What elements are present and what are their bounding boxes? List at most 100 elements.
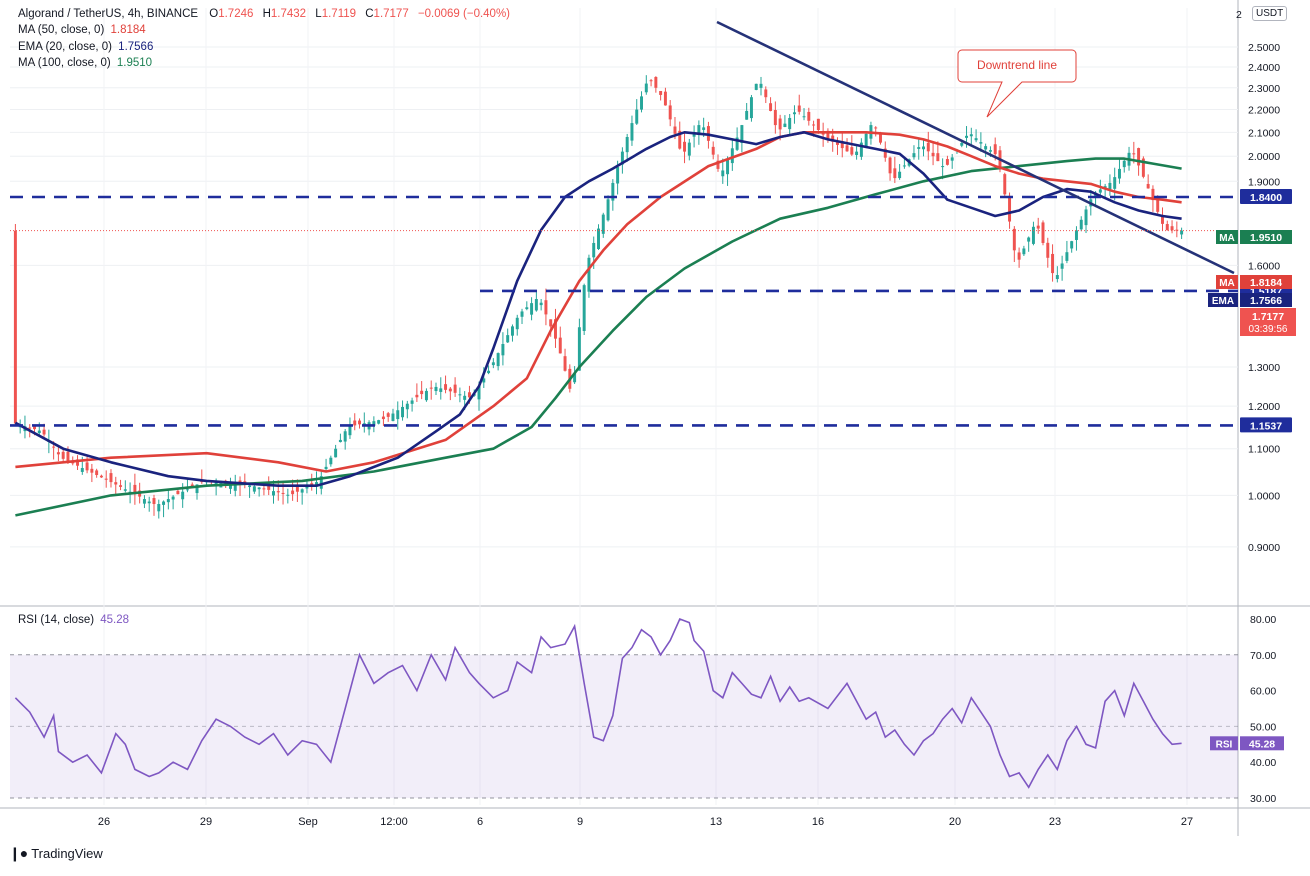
price-tick-label: 2.1000: [1248, 127, 1280, 139]
candle-body: [1022, 248, 1026, 255]
candle: [874, 126, 878, 137]
rsi-name-badge: [1210, 736, 1238, 751]
candle: [353, 413, 357, 431]
candle: [902, 158, 906, 169]
currency-badge[interactable]: USDT: [1252, 6, 1288, 21]
rsi-legend[interactable]: RSI (14, close) 45.28: [18, 614, 129, 626]
candle: [1022, 245, 1026, 257]
candle-body: [315, 482, 318, 486]
candle-body: [816, 118, 820, 130]
candle-body: [248, 485, 252, 488]
candle-body: [1065, 252, 1069, 261]
candle-body: [95, 470, 99, 476]
candle: [95, 468, 99, 478]
candle-body: [716, 160, 720, 169]
tradingview-branding[interactable]: ❙● TradingView: [9, 845, 103, 862]
candle-body: [162, 501, 166, 505]
time-tick-label: 16: [812, 816, 824, 828]
candle-body: [152, 498, 156, 505]
candle: [157, 499, 161, 519]
candle: [420, 381, 424, 400]
candle: [1146, 174, 1150, 189]
candle-body: [764, 89, 768, 98]
candle: [888, 156, 892, 181]
candle: [1017, 247, 1021, 268]
candle-body: [1060, 263, 1064, 269]
candle: [558, 326, 562, 354]
candle: [410, 397, 414, 412]
ma50-value: 1.8184: [110, 24, 146, 37]
candle-body: [1084, 209, 1088, 226]
candle: [109, 469, 113, 488]
rsi-value-badge: [1240, 736, 1284, 751]
candle-body: [554, 319, 557, 339]
candle-body: [773, 110, 777, 126]
candle: [248, 484, 252, 498]
candle: [501, 332, 505, 366]
level-badge-text: 1.1537: [1250, 420, 1282, 432]
candle: [343, 429, 347, 450]
candle: [329, 455, 333, 467]
candle-body: [195, 484, 199, 494]
candle-body: [13, 230, 17, 424]
candle: [114, 476, 118, 495]
candle: [539, 298, 543, 311]
candle-body: [984, 146, 988, 150]
countdown-timer: 03:39:56: [1249, 324, 1288, 335]
time-tick-label: 20: [949, 816, 961, 828]
candle-body: [272, 491, 275, 496]
candle-body: [405, 403, 409, 410]
candle-body: [726, 159, 730, 175]
candle-body: [147, 501, 151, 504]
candle-body: [1008, 195, 1012, 222]
candle-body: [142, 499, 146, 504]
candle: [764, 86, 768, 104]
candle-body: [812, 124, 816, 126]
candle-body: [979, 142, 983, 144]
candle: [119, 479, 123, 491]
candle: [424, 388, 428, 402]
candle: [749, 94, 753, 122]
candle: [807, 107, 811, 126]
candle-body: [673, 126, 677, 134]
price-tick-label: 0.9000: [1248, 542, 1280, 554]
candle: [726, 156, 730, 186]
candle: [334, 444, 338, 458]
candle-body: [496, 353, 500, 367]
ema20-legend[interactable]: EMA (20, close, 0) 1.7566: [18, 39, 510, 55]
candle-body: [769, 103, 773, 111]
candle: [257, 487, 261, 497]
candle: [711, 141, 715, 160]
candle: [386, 411, 390, 422]
candle: [668, 100, 672, 127]
candle: [577, 318, 581, 371]
price-tick-label: 1.1000: [1248, 444, 1280, 456]
candle-body: [644, 83, 648, 93]
candle-body: [104, 478, 108, 480]
candle-body: [831, 135, 835, 142]
candle-body: [735, 137, 739, 150]
candle-body: [549, 319, 553, 327]
candle: [630, 115, 634, 146]
candle: [601, 212, 605, 238]
price-tick-label: 2.4000: [1248, 62, 1280, 74]
price-tick-label: 1.6000: [1248, 260, 1280, 272]
price-tick-label: 2.0000: [1248, 151, 1280, 163]
candle: [162, 500, 166, 518]
ma100-legend[interactable]: MA (100, close, 0) 1.9510: [18, 55, 510, 71]
candle: [1031, 221, 1035, 246]
candle-body: [415, 394, 419, 398]
candle-body: [917, 147, 921, 149]
ma50-legend[interactable]: MA (50, close, 0) 1.8184: [18, 22, 510, 38]
annotation-text: Downtrend line: [977, 58, 1057, 72]
candle-body: [864, 133, 868, 147]
candle-body: [1156, 196, 1160, 212]
candle: [855, 146, 859, 160]
candle: [1046, 237, 1050, 268]
candle: [491, 358, 495, 369]
candle-body: [1151, 188, 1155, 201]
candle-body: [663, 91, 667, 106]
candle: [597, 224, 600, 251]
indicator-value-badge-text: 1.7566: [1250, 295, 1282, 307]
candle: [1175, 221, 1179, 238]
